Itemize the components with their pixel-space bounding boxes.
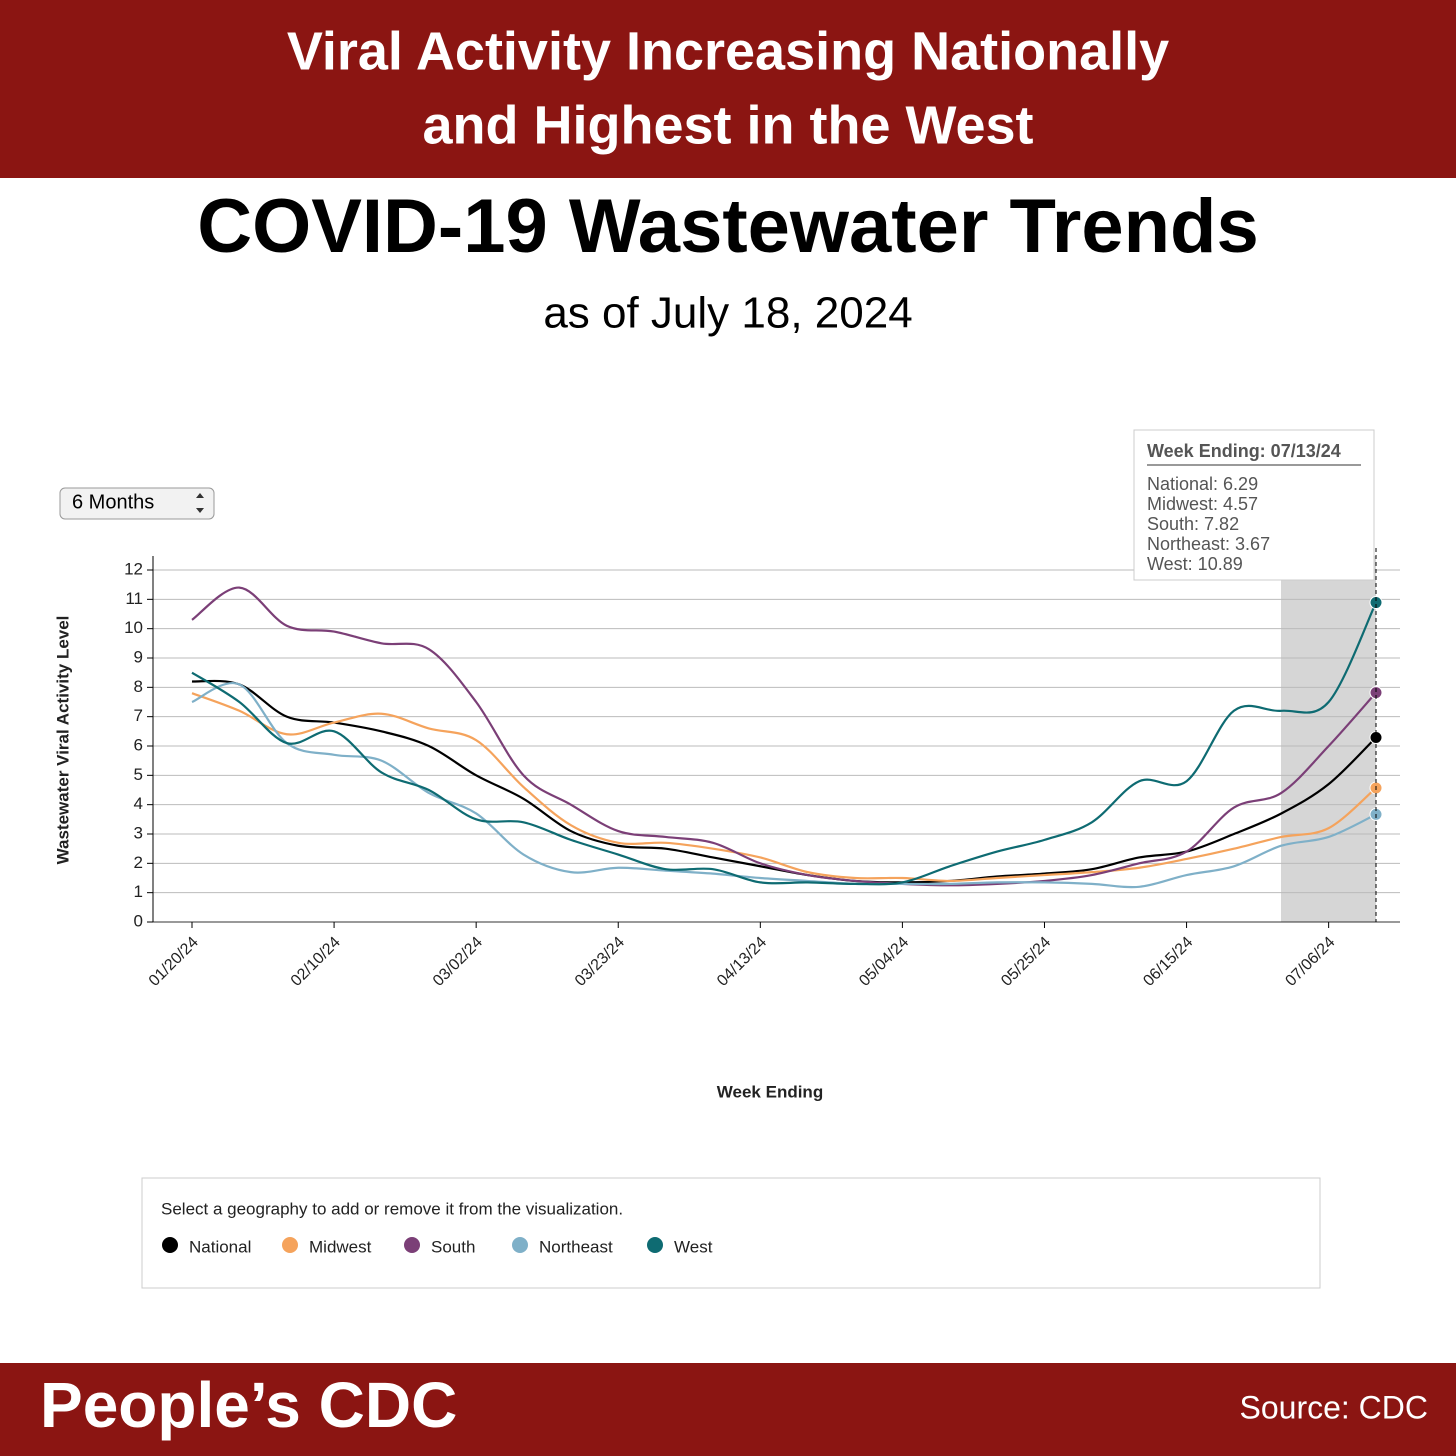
footer-brand: People’s CDC bbox=[40, 1369, 457, 1441]
series-line bbox=[191, 602, 1377, 886]
legend-label[interactable]: West bbox=[674, 1237, 713, 1256]
x-tick-label: 02/10/24 bbox=[288, 934, 344, 990]
legend-label[interactable]: Northeast bbox=[539, 1237, 613, 1256]
legend-box bbox=[141, 1177, 1321, 1289]
y-tick-label: 0 bbox=[134, 911, 143, 930]
legend: National Midwest South Northeast West bbox=[162, 1237, 713, 1256]
y-tick-label: 6 bbox=[134, 735, 143, 754]
y-axis-title: Wastewater Viral Activity Level bbox=[53, 616, 72, 865]
x-tick-label: 07/06/24 bbox=[1282, 934, 1338, 990]
dropdown-arrows bbox=[196, 493, 204, 513]
y-tick-label: 5 bbox=[134, 765, 143, 784]
tooltip-line: Northeast: 3.67 bbox=[1147, 534, 1270, 554]
y-tick-label: 1 bbox=[134, 882, 143, 901]
x-tick-label: 01/20/24 bbox=[146, 934, 202, 990]
tooltip: Week Ending: 07/13/24 bbox=[1133, 429, 1375, 581]
legend-item[interactable]: South bbox=[404, 1237, 475, 1256]
tooltip-line: Midwest: 4.57 bbox=[1147, 494, 1258, 514]
tooltip-title: Week Ending: 07/13/24 bbox=[1147, 441, 1341, 461]
hover-marker bbox=[1369, 596, 1383, 610]
legend-swatch bbox=[647, 1237, 663, 1253]
chart-subtitle: as of July 18, 2024 bbox=[543, 289, 912, 338]
legend-swatch bbox=[162, 1237, 178, 1253]
y-tick-label: 3 bbox=[134, 823, 143, 842]
x-tick-label: 05/04/24 bbox=[856, 934, 912, 990]
dropdown-box[interactable] bbox=[59, 487, 215, 520]
legend-label[interactable]: National bbox=[189, 1237, 251, 1256]
series-line bbox=[191, 681, 1377, 889]
footer-banner bbox=[0, 1363, 1456, 1456]
legend-item[interactable]: Midwest bbox=[282, 1237, 372, 1256]
legend-prompt: Select a geography to add or remove it f… bbox=[161, 1199, 623, 1218]
dropdown-label[interactable]: 6 Months bbox=[72, 491, 154, 513]
legend-swatch bbox=[282, 1237, 298, 1253]
legend-swatch bbox=[404, 1237, 420, 1253]
series-line bbox=[191, 679, 1377, 884]
legend-item[interactable]: West bbox=[647, 1237, 713, 1256]
x-tick-label: 03/02/24 bbox=[430, 934, 486, 990]
series-line bbox=[191, 586, 1377, 887]
header-banner bbox=[0, 0, 1456, 178]
tooltip-line: National: 6.29 bbox=[1147, 474, 1258, 494]
chart-title: COVID-19 Wastewater Trends bbox=[197, 184, 1259, 269]
tooltip-line: South: 7.82 bbox=[1147, 514, 1239, 534]
x-tick-label: 06/15/24 bbox=[1140, 934, 1196, 990]
y-tick-label: 4 bbox=[134, 794, 143, 813]
y-tick-label: 7 bbox=[134, 706, 143, 725]
x-tick-label: 05/25/24 bbox=[998, 934, 1054, 990]
x-tick-label: 03/23/24 bbox=[572, 934, 628, 990]
x-tick-label: 04/13/24 bbox=[714, 934, 770, 990]
y-tick-label: 8 bbox=[134, 677, 143, 696]
y-tick-label: 10 bbox=[124, 618, 143, 637]
banner-line: and Highest in the West bbox=[422, 95, 1033, 155]
footer-source: Source: CDC bbox=[1240, 1389, 1429, 1425]
legend-item[interactable]: National bbox=[162, 1237, 251, 1256]
legend-label[interactable]: South bbox=[431, 1237, 475, 1256]
legend-label[interactable]: Midwest bbox=[309, 1237, 372, 1256]
series-line bbox=[191, 692, 1377, 883]
y-tick-label: 12 bbox=[124, 559, 143, 578]
y-tick-label: 2 bbox=[134, 853, 143, 872]
x-axis-title: Week Ending bbox=[717, 1082, 823, 1101]
banner-line: Viral Activity Increasing Nationally bbox=[287, 21, 1169, 81]
tooltip-box bbox=[1133, 429, 1375, 581]
y-tick-label: 9 bbox=[134, 647, 143, 666]
tooltip-line: West: 10.89 bbox=[1147, 554, 1243, 574]
hover-highlight bbox=[1281, 556, 1376, 922]
legend-item[interactable]: Northeast bbox=[512, 1237, 613, 1256]
legend-swatch bbox=[512, 1237, 528, 1253]
range-dropdown[interactable]: 6 Months bbox=[59, 487, 215, 520]
y-tick-label: 11 bbox=[125, 589, 143, 608]
